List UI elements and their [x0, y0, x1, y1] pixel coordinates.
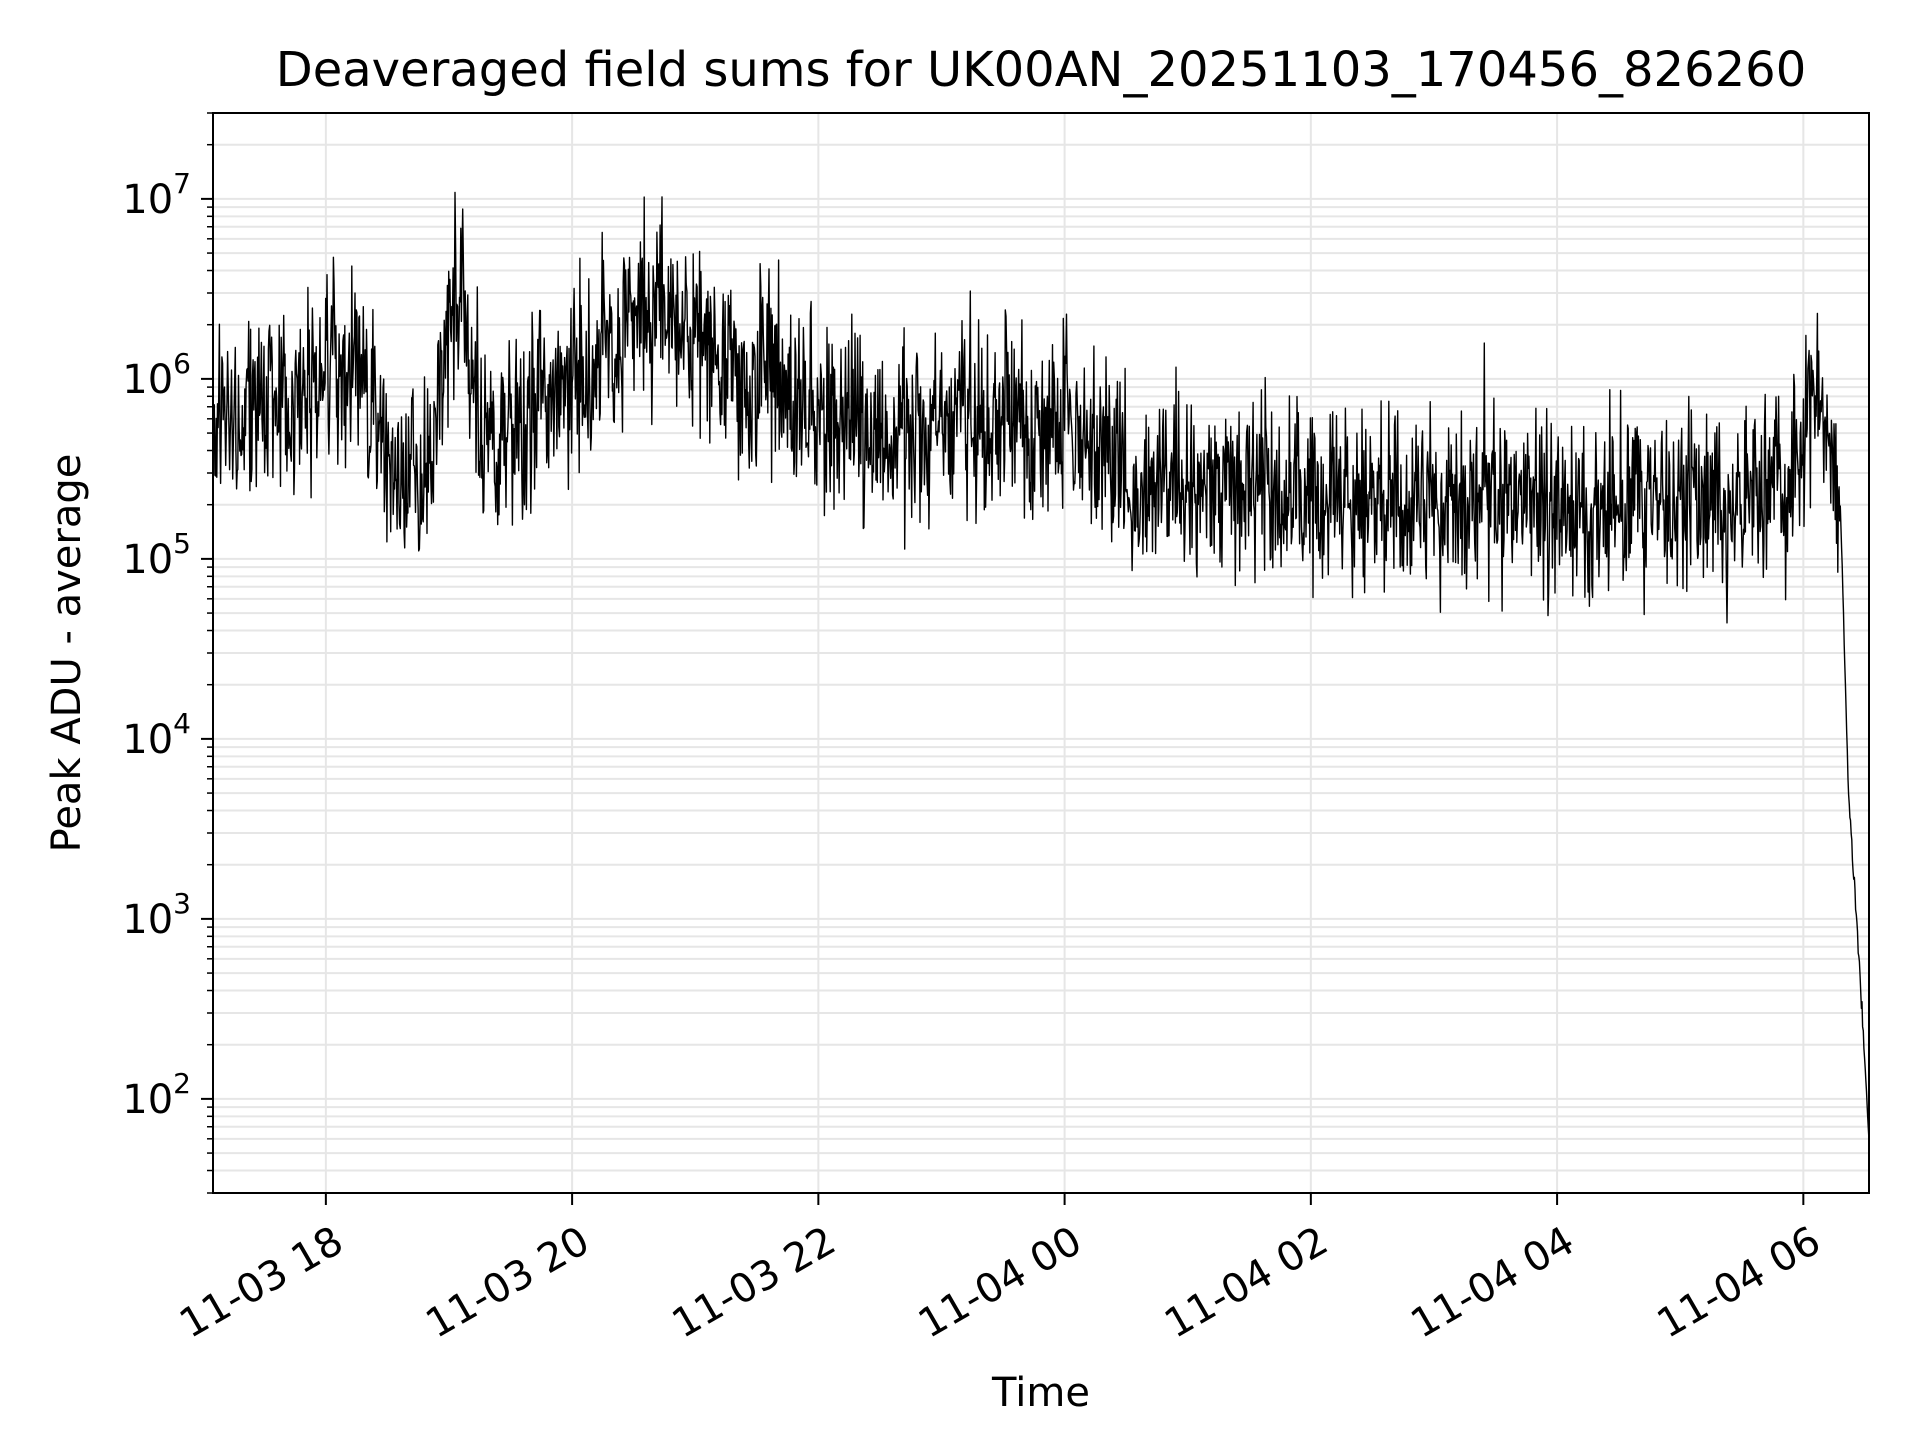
y-tick-label: 102	[122, 1067, 191, 1123]
x-axis-label: Time	[991, 1370, 1090, 1416]
y-tick-label: 103	[122, 887, 191, 943]
y-tick-label: 106	[122, 347, 191, 403]
y-tick-label: 105	[122, 527, 191, 583]
y-axis-label: Peak ADU - average	[44, 454, 90, 853]
chart-title: Deaveraged field sums for UK00AN_2025110…	[276, 42, 1806, 98]
series-layer	[212, 191, 1870, 1141]
y-tick-label: 104	[122, 707, 191, 763]
y-tick-label: 107	[122, 167, 191, 223]
series-line	[212, 191, 1870, 1141]
